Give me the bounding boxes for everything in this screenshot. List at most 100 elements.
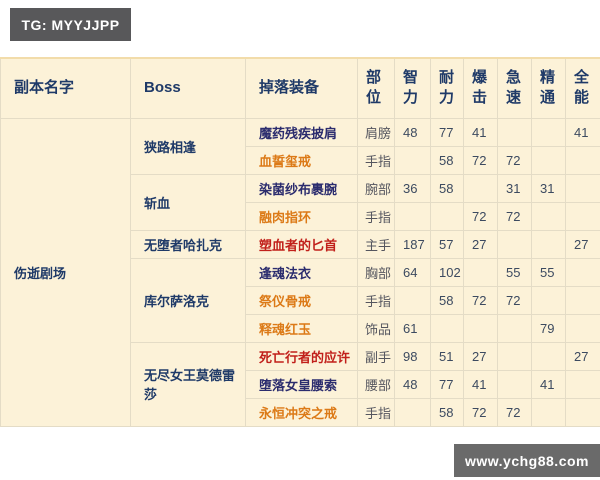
stat-cell-4 (531, 229, 566, 259)
loot-row: 祭仪骨戒 手指 58 72 72 (1, 285, 600, 315)
stat-cell-4 (531, 201, 566, 231)
stat-cell-3 (497, 117, 532, 147)
loot-row: 无堕者哈扎克 塑血者的匕首 主手 187 57 27 27 (1, 229, 600, 259)
stat-cell-3: 72 (497, 201, 532, 231)
item-slot-cell: 副手 (357, 341, 395, 371)
site-watermark-badge: www.ychg88.com (454, 444, 600, 477)
stat-cell-0: 61 (394, 313, 431, 343)
item-name-cell: 染菌纱布裹腕 (245, 173, 358, 203)
stat-cell-3: 31 (497, 173, 532, 203)
stat-cell-0: 98 (394, 341, 431, 371)
item-slot-cell: 肩膀 (357, 117, 395, 147)
boss-name-cell: 无尽女王莫德雷莎 (130, 341, 246, 427)
header-cell-4: 智力 (394, 57, 431, 119)
stat-cell-1: 102 (430, 257, 464, 287)
loot-row: 伤逝剧场 狭路相逢 魔药残疾披肩 肩膀 48 77 41 41 (0, 117, 600, 427)
header-cell-9: 全能 (565, 57, 600, 119)
item-name-cell: 血誓玺戒 (245, 145, 358, 175)
stat-cell-5 (565, 201, 600, 231)
stat-cell-1: 51 (430, 341, 464, 371)
stat-cell-3: 55 (497, 257, 532, 287)
loot-row: 融肉指环 手指 72 72 (1, 201, 600, 231)
stat-cell-5: 27 (565, 341, 600, 371)
stat-cell-4: 55 (531, 257, 566, 287)
loot-row: 释魂红玉 饰品 61 79 (1, 313, 600, 343)
loot-table-body: 伤逝剧场 狭路相逢 魔药残疾披肩 肩膀 48 77 41 41 血誓玺戒 手指 58 72 72 斩血 染菌… (0, 117, 600, 427)
header-cell-8: 精通 (531, 57, 566, 119)
header-cell-6: 爆击 (463, 57, 498, 119)
stat-cell-4: 31 (531, 173, 566, 203)
stat-cell-0 (394, 201, 431, 231)
stat-cell-2: 41 (463, 369, 498, 399)
loot-row: 血誓玺戒 手指 58 72 72 (1, 145, 600, 175)
stat-cell-0: 64 (394, 257, 431, 287)
stat-cell-4 (531, 117, 566, 147)
header-cell-1: Boss (130, 57, 246, 119)
stat-cell-5 (565, 173, 600, 203)
item-slot-cell: 主手 (357, 229, 395, 259)
stat-cell-3 (497, 341, 532, 371)
header-cell-2: 掉落装备 (245, 57, 358, 119)
item-name-cell: 魔药残疾披肩 (245, 117, 358, 147)
stat-cell-0 (394, 397, 431, 427)
stat-cell-2: 27 (463, 229, 498, 259)
item-slot-cell: 手指 (357, 397, 395, 427)
boss-name-cell: 库尔萨洛克 (130, 257, 246, 343)
item-name-cell: 释魂红玉 (245, 313, 358, 343)
stat-cell-1: 57 (430, 229, 464, 259)
header-cell-0: 副本名字 (0, 57, 131, 119)
stat-cell-2: 72 (463, 145, 498, 175)
stat-cell-5 (565, 313, 600, 343)
stat-cell-4 (531, 397, 566, 427)
item-slot-cell: 手指 (357, 201, 395, 231)
item-name-cell: 堕落女皇腰索 (245, 369, 358, 399)
stat-cell-0: 36 (394, 173, 431, 203)
stat-cell-1: 77 (430, 117, 464, 147)
item-slot-cell: 手指 (357, 145, 395, 175)
loot-table: 副本名字 Boss 掉落装备 部位 智力 耐力 爆击 急速 精通 全能 伤逝剧场 狭路相逢 魔药残疾披… (0, 57, 600, 427)
stat-cell-5 (565, 285, 600, 315)
stat-cell-4 (531, 145, 566, 175)
item-name-cell: 死亡行者的应许 (245, 341, 358, 371)
header-row: 副本名字 Boss 掉落装备 部位 智力 耐力 爆击 急速 精通 全能 (0, 57, 600, 119)
tg-watermark-badge: TG: MYYJJPP (10, 8, 131, 41)
stat-cell-5 (565, 397, 600, 427)
stat-cell-3: 72 (497, 145, 532, 175)
stat-cell-2: 41 (463, 117, 498, 147)
stat-cell-2: 72 (463, 201, 498, 231)
dungeon-name-cell: 伤逝剧场 (0, 117, 131, 427)
stat-cell-2: 72 (463, 397, 498, 427)
stat-cell-2 (463, 257, 498, 287)
item-slot-cell: 手指 (357, 285, 395, 315)
stat-cell-5 (565, 369, 600, 399)
header-cell-5: 耐力 (430, 57, 464, 119)
tg-watermark-label: TG: MYYJJPP (21, 16, 120, 33)
stat-cell-1 (430, 313, 464, 343)
stat-cell-5: 41 (565, 117, 600, 147)
loot-row: 永恒冲突之戒 手指 58 72 72 (1, 397, 600, 427)
site-watermark-label: www.ychg88.com (465, 452, 589, 469)
stat-cell-0 (394, 145, 431, 175)
stat-cell-1 (430, 201, 464, 231)
stat-cell-3: 72 (497, 285, 532, 315)
item-slot-cell: 饰品 (357, 313, 395, 343)
stat-cell-3: 72 (497, 397, 532, 427)
stat-cell-4 (531, 285, 566, 315)
boss-name-cell: 无堕者哈扎克 (130, 229, 246, 259)
loot-table-header: 副本名字 Boss 掉落装备 部位 智力 耐力 爆击 急速 精通 全能 (0, 57, 600, 119)
stat-cell-2 (463, 313, 498, 343)
stat-cell-2: 27 (463, 341, 498, 371)
stat-cell-2: 72 (463, 285, 498, 315)
stat-cell-0: 48 (394, 369, 431, 399)
stat-cell-3 (497, 229, 532, 259)
header-cell-7: 急速 (497, 57, 532, 119)
boss-name-cell: 狭路相逢 (130, 117, 246, 175)
stat-cell-3 (497, 313, 532, 343)
stat-cell-5 (565, 257, 600, 287)
stat-cell-1: 58 (430, 173, 464, 203)
stat-cell-0: 187 (394, 229, 431, 259)
item-name-cell: 塑血者的匕首 (245, 229, 358, 259)
boss-name-cell: 斩血 (130, 173, 246, 231)
item-slot-cell: 腕部 (357, 173, 395, 203)
item-name-cell: 永恒冲突之戒 (245, 397, 358, 427)
